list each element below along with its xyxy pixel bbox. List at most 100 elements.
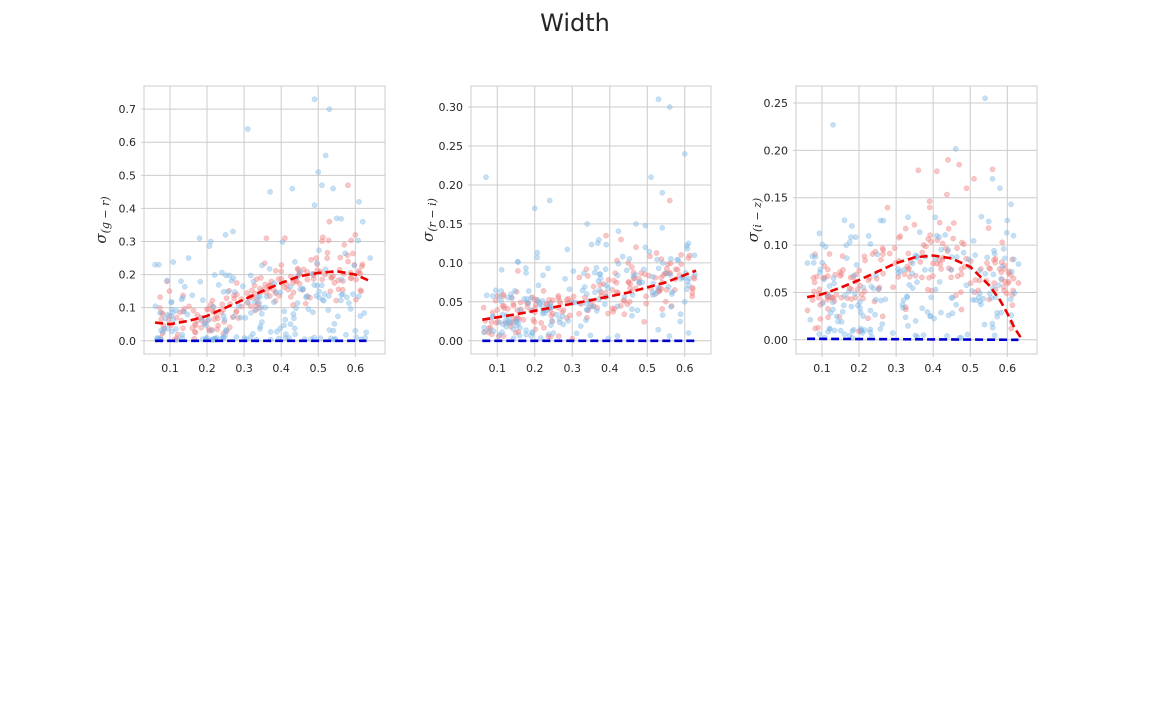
scatter-point <box>259 319 265 325</box>
scatter-point <box>166 288 173 294</box>
scatter-point <box>169 309 176 316</box>
scatter-point <box>879 321 886 327</box>
x-tick-label: 0.4 <box>924 362 942 375</box>
scatter-point <box>338 297 344 304</box>
scatter-point <box>633 244 639 251</box>
scatter-point <box>292 331 298 338</box>
scatter-point <box>268 278 275 285</box>
scatter-point <box>867 307 874 314</box>
scatter-point <box>957 289 964 295</box>
scatter-point <box>287 293 294 300</box>
scatter-point <box>602 266 609 273</box>
scatter-point <box>932 286 939 293</box>
scatter-point <box>982 270 989 277</box>
scatter-point <box>958 334 964 341</box>
scatter-point <box>655 96 662 103</box>
scatter-point <box>843 255 850 262</box>
scatter-point <box>549 317 555 324</box>
scatter-point <box>215 281 222 288</box>
scatter-point <box>510 301 517 307</box>
y-tick-label: 0.00 <box>764 334 789 347</box>
figure-title: Width <box>540 9 610 37</box>
scatter-point <box>919 274 925 281</box>
scatter-point <box>584 273 591 279</box>
x-tick-label: 0.4 <box>601 362 619 375</box>
scatter-point <box>878 256 884 263</box>
scatter-point <box>1015 280 1022 286</box>
scatter-point <box>978 301 984 308</box>
scatter-point <box>164 311 171 318</box>
scatter-point <box>583 300 590 307</box>
scatter-point <box>681 298 688 305</box>
scatter-point <box>865 315 871 322</box>
scatter-point <box>233 334 240 340</box>
scatter-point <box>272 267 279 274</box>
scatter-point <box>872 311 878 318</box>
scatter-point <box>595 278 602 284</box>
scatter-point <box>931 315 937 322</box>
scatter-point <box>896 234 902 241</box>
scatter-point <box>233 309 239 316</box>
scatter-point <box>173 314 180 321</box>
scatter-point <box>505 294 511 301</box>
scatter-point <box>1004 280 1011 287</box>
scatter-point <box>1010 275 1017 282</box>
scatter-point <box>550 330 557 336</box>
scatter-point <box>945 157 951 163</box>
scatter-point <box>498 288 505 294</box>
scatter-point <box>981 321 988 328</box>
scatter-point <box>347 306 354 312</box>
scatter-point <box>833 313 840 320</box>
scatter-point <box>223 295 230 302</box>
scatter-point <box>948 295 955 301</box>
y-tick-label: 0.4 <box>119 202 137 215</box>
scatter-point <box>862 257 868 264</box>
scatter-point <box>537 335 544 341</box>
scatter-point <box>861 288 868 295</box>
scatter-point <box>297 269 303 275</box>
scatter-point <box>628 264 635 270</box>
scatter-point <box>920 242 927 248</box>
scatter-point <box>591 269 598 276</box>
scatter-point <box>860 313 867 319</box>
scatter-point <box>886 250 893 257</box>
scatter-point <box>262 281 269 288</box>
y-tick-label: 0.15 <box>764 192 789 205</box>
scatter-point <box>856 267 863 274</box>
scatter-point <box>678 252 684 258</box>
x-tick-label: 0.6 <box>999 362 1017 375</box>
scatter-point <box>594 240 601 246</box>
scatter-point <box>292 258 298 265</box>
scatter-point <box>282 235 288 242</box>
scatter-point <box>546 296 552 303</box>
scatter-point <box>564 296 570 303</box>
scatter-point <box>343 331 349 338</box>
scatter-point <box>615 228 622 235</box>
scatter-point <box>632 271 639 278</box>
scatter-point <box>259 262 265 269</box>
scatter-point <box>330 185 336 192</box>
scatter-point <box>244 126 251 132</box>
scatter-point <box>807 316 814 323</box>
scatter-point <box>584 221 591 227</box>
scatter-point <box>926 198 933 205</box>
scatter-point <box>291 325 298 332</box>
scatter-point <box>346 300 352 306</box>
scatter-point <box>877 326 884 332</box>
scatter-point <box>663 286 670 293</box>
plot-area <box>796 86 1037 354</box>
scatter-point <box>164 277 171 284</box>
scatter-point <box>934 168 940 175</box>
scatter-point <box>155 261 162 268</box>
scatter-point <box>948 266 954 273</box>
scatter-point <box>884 204 891 211</box>
scatter-point <box>1010 256 1017 263</box>
scatter-point <box>944 333 950 339</box>
scatter-point <box>877 217 884 224</box>
scatter-point <box>825 314 831 321</box>
scatter-point <box>905 214 911 221</box>
scatter-point <box>831 280 837 287</box>
scatter-point <box>535 282 542 289</box>
scatter-point <box>611 305 618 312</box>
scatter-point <box>655 326 662 333</box>
